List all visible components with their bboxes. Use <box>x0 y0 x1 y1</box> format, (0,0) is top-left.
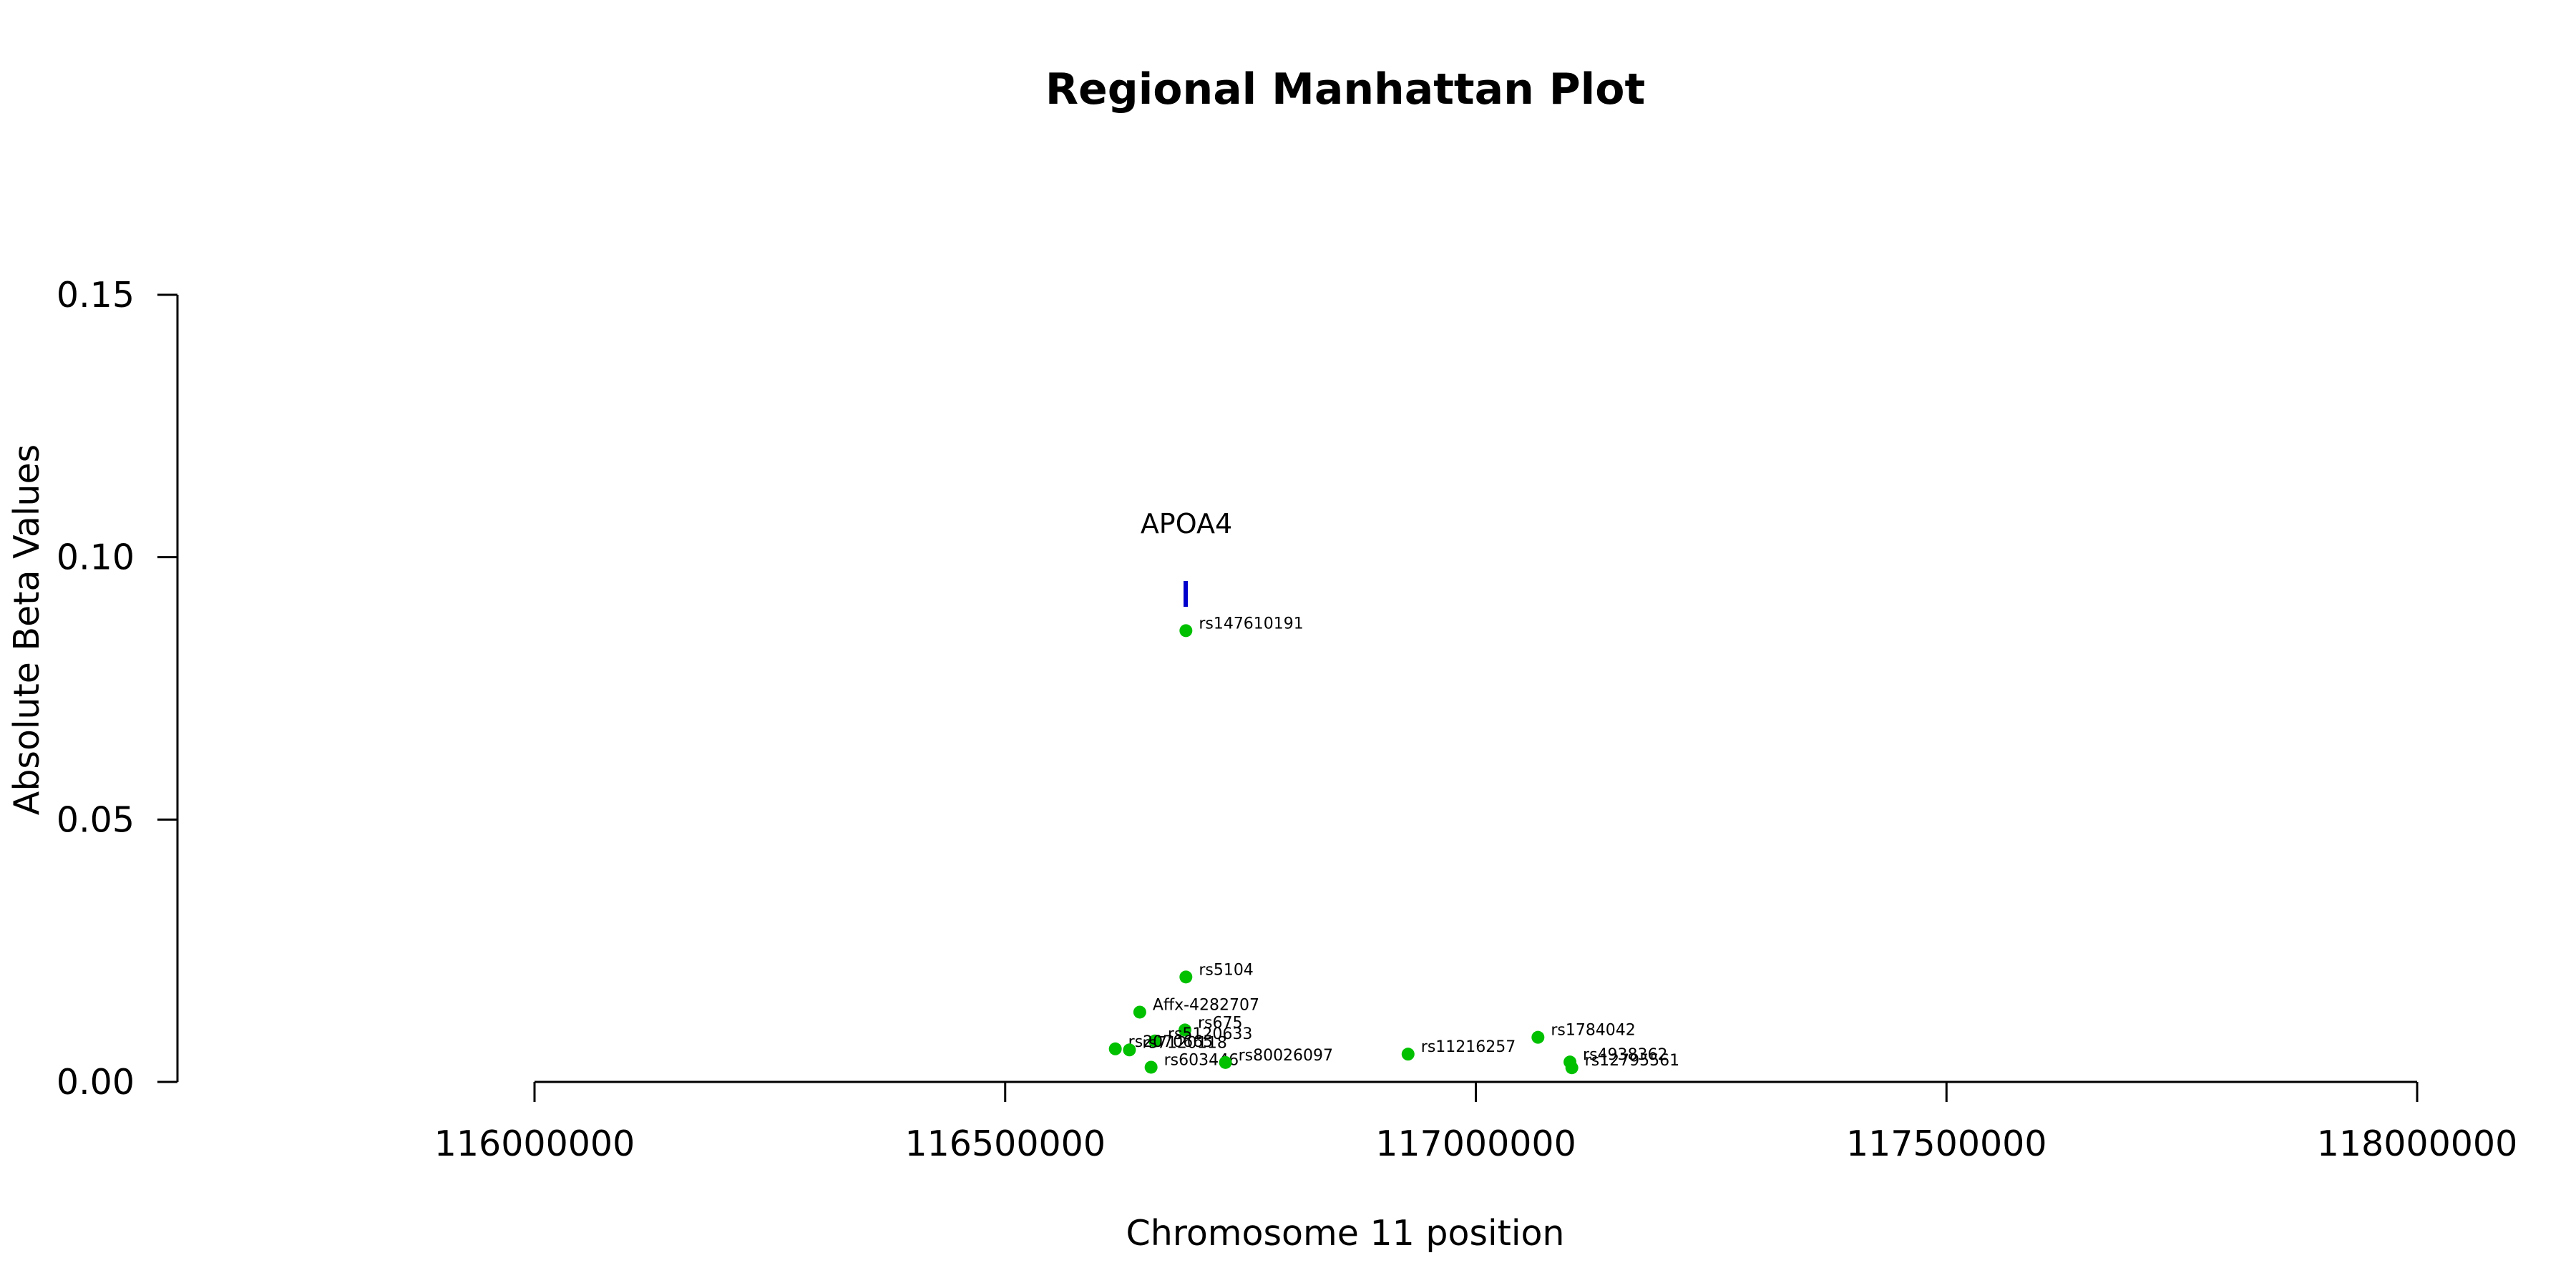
snp-point <box>1179 1023 1192 1037</box>
y-tick-label: 0.15 <box>57 275 135 316</box>
chart-title: Regional Manhattan Plot <box>1045 64 1645 114</box>
snp-label: rs80026097 <box>1239 1047 1333 1065</box>
snp-label: rs5120633 <box>1168 1025 1253 1043</box>
snp-point <box>1148 1034 1161 1048</box>
x-tick-label: 118000000 <box>2317 1123 2518 1164</box>
gene-bar <box>1184 581 1189 607</box>
snp-label: rs675 <box>1198 1014 1243 1032</box>
x-axis: 116000000 116500000 117000000 117500000 1180… <box>434 1080 2518 1164</box>
snp-point <box>1108 1042 1122 1055</box>
snp-label: rs12795561 <box>1585 1052 1679 1070</box>
snp-point <box>1219 1055 1232 1069</box>
snp-point <box>1531 1030 1545 1044</box>
y-tick-label: 0.10 <box>57 537 135 578</box>
snp-label: Affx-4282707 <box>1153 996 1259 1014</box>
snp-point <box>1144 1060 1158 1074</box>
x-tick-label: 116000000 <box>434 1123 635 1164</box>
snp-point <box>1179 624 1193 638</box>
x-axis-label: Chromosome 11 position <box>1126 1213 1564 1254</box>
snp-point <box>1565 1061 1579 1075</box>
y-tick-label: 0.05 <box>57 799 135 840</box>
y-axis-label: Absolute Beta Values <box>6 444 47 815</box>
snp-label: rs1784042 <box>1551 1022 1636 1040</box>
x-tick-label: 116500000 <box>904 1123 1106 1164</box>
snp-point <box>1179 970 1193 984</box>
snp-label: rs7120118 <box>1142 1034 1227 1052</box>
snp-label: rs4938362 <box>1583 1046 1668 1064</box>
snp-points: rs147610191 rs5104 Affx-4282707rs675rs5120… <box>1108 615 1679 1075</box>
x-tick-label: 117000000 <box>1375 1123 1576 1164</box>
y-axis: 0.00 0.05 0.10 0.15 <box>57 275 179 1103</box>
snp-point <box>1123 1043 1136 1057</box>
snp-point <box>1133 1005 1146 1019</box>
gene-track: APOA4 <box>1141 508 1232 607</box>
snp-label: rs2070665 <box>1128 1033 1214 1051</box>
x-tick-label: 117500000 <box>1846 1123 2047 1164</box>
snp-point <box>1401 1048 1415 1061</box>
snp-label: rs11216257 <box>1421 1038 1516 1056</box>
snp-label: rs147610191 <box>1199 615 1303 633</box>
snp-label: rs5104 <box>1199 961 1254 979</box>
y-tick-label: 0.00 <box>57 1062 135 1103</box>
gene-label: APOA4 <box>1141 508 1232 540</box>
